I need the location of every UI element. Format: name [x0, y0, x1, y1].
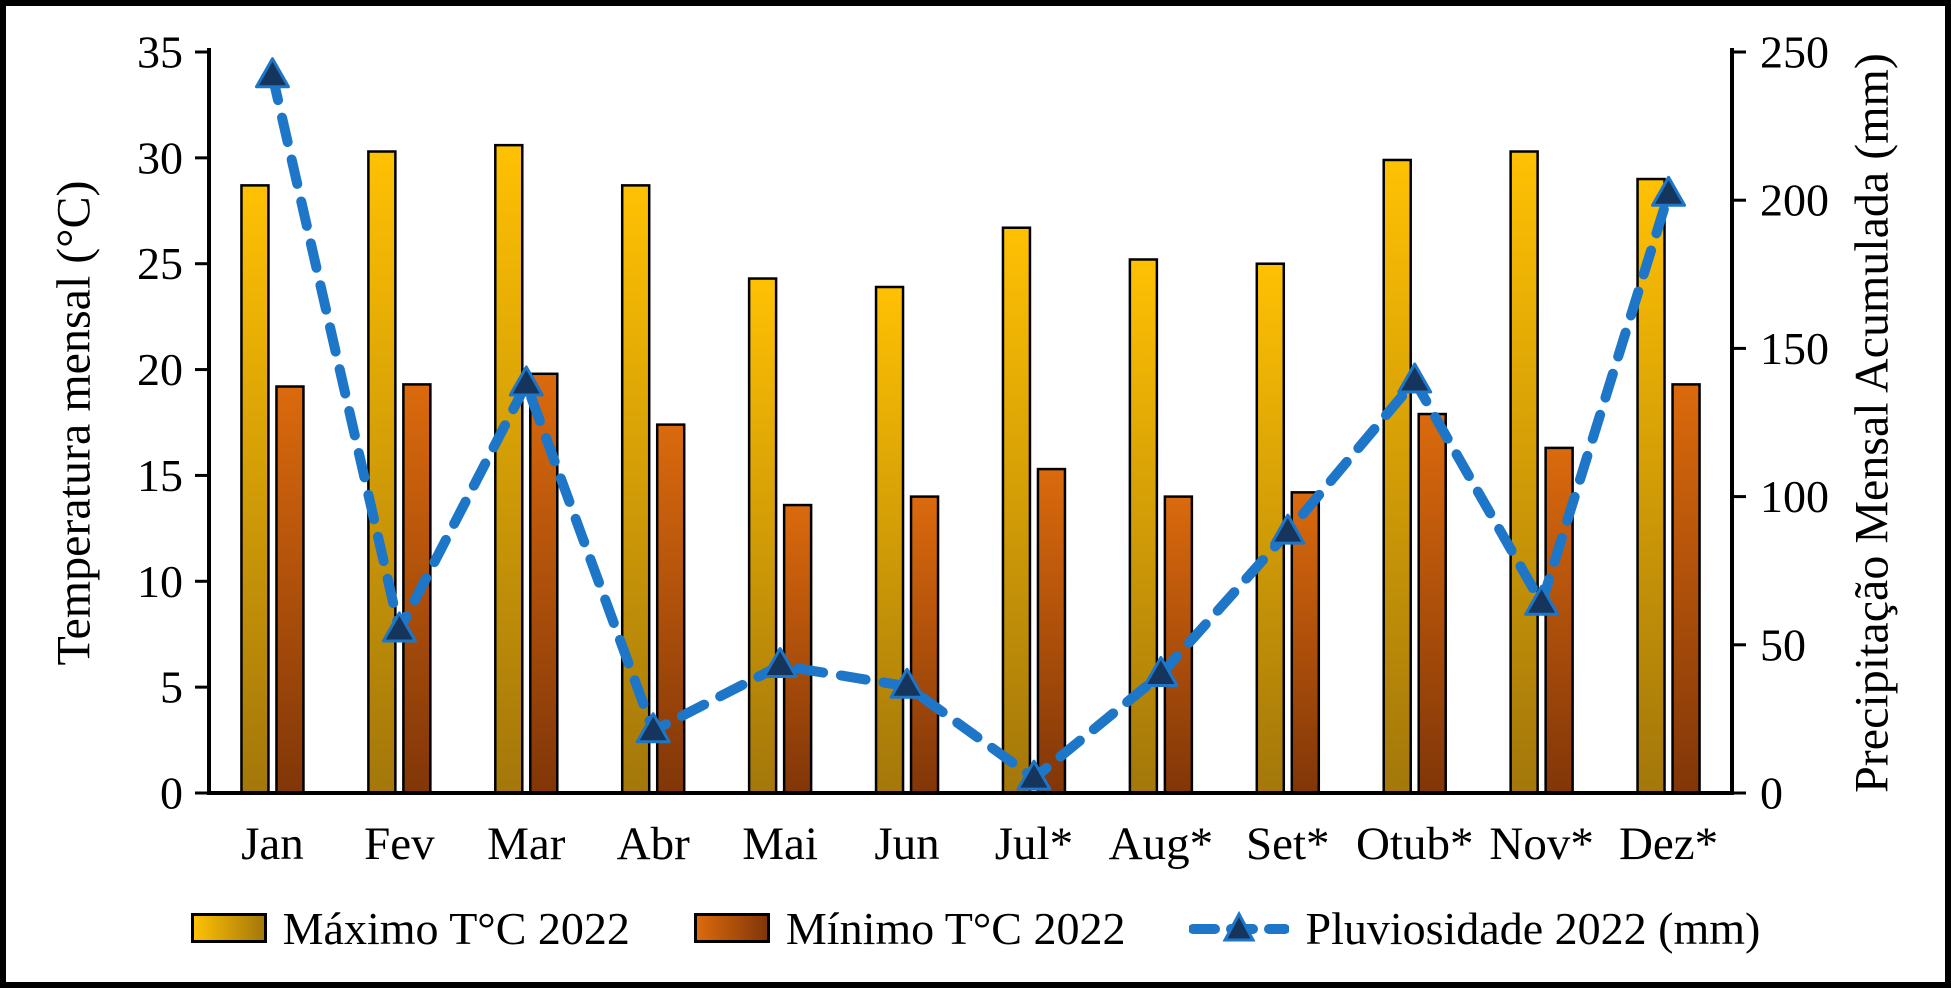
min-temp-bar	[275, 385, 305, 795]
y-tick-label-left: 20	[137, 344, 183, 395]
max-temp-bar	[747, 277, 778, 795]
y-tick-label-left: 5	[160, 662, 183, 713]
rain-marker	[1524, 584, 1560, 616]
legend-label-maximo: Máximo T°C 2022	[282, 902, 630, 954]
month-label: Nov*	[1489, 818, 1593, 870]
month-label: Jan	[241, 818, 304, 870]
rain-marker	[508, 365, 544, 397]
y-tick-label-right: 250	[1760, 27, 1829, 78]
min-temp-bar	[1417, 412, 1447, 795]
month-label: Otub*	[1356, 818, 1474, 870]
legend-item-maximo: Máximo T°C 2022	[190, 902, 630, 955]
rain-marker	[1016, 759, 1052, 791]
max-temp-bar	[1128, 258, 1159, 795]
y-tick-label-left: 25	[137, 238, 183, 289]
min-temp-bar	[1036, 467, 1067, 795]
y-tick-label-left: 35	[137, 27, 183, 78]
max-temp-bar	[367, 150, 397, 795]
y-tick-label-right: 150	[1760, 323, 1829, 374]
max-temp-bar	[874, 285, 905, 795]
max-temp-bar	[1382, 158, 1412, 795]
y-tick-label-left: 15	[137, 450, 183, 501]
left-axis-title: Temperatura mensal (°C)	[47, 180, 101, 666]
max-temp-bar	[1509, 150, 1539, 795]
rain-marker	[1397, 362, 1433, 394]
legend: Máximo T°C 2022 Mínimo T°C 2022 Pluviosi…	[6, 896, 1945, 960]
rain-marker	[254, 57, 290, 89]
month-label: Abr	[617, 818, 690, 870]
rain-marker	[1270, 513, 1306, 545]
y-tick-label-right: 100	[1760, 471, 1829, 522]
y-tick-label-left: 10	[137, 556, 183, 607]
legend-item-pluviosidade: Pluviosidade 2022 (mm)	[1189, 902, 1760, 955]
y-tick-label-right: 50	[1760, 619, 1806, 670]
max-temp-bar	[1001, 226, 1032, 795]
maximo-swatch	[190, 913, 267, 943]
legend-label-pluviosidade: Pluviosidade 2022 (mm)	[1305, 902, 1761, 954]
month-label: Mar	[487, 818, 566, 870]
month-label: Aug*	[1109, 818, 1213, 870]
month-label: Set*	[1246, 818, 1330, 870]
y-tick-label-left: 0	[160, 768, 183, 819]
y-tick-label-left: 30	[137, 132, 183, 183]
y-tick-label-right: 0	[1760, 768, 1783, 819]
min-temp-bar	[782, 503, 813, 795]
y-tick-label-right: 200	[1760, 175, 1829, 226]
rain-marker	[1651, 175, 1687, 207]
right-axis-title: Precipitação Mensal Acumulada (mm)	[1845, 53, 1899, 793]
rain-marker	[1143, 655, 1179, 687]
chart-plot: 0 5 10 15 20 25 30 35 0 50 100 150 200 250 Jan Fev Mar Ab…	[137, 27, 1829, 871]
month-label: Mai	[742, 818, 818, 870]
rain-marker	[762, 647, 798, 679]
legend-label-minimo: Mínimo T°C 2022	[785, 902, 1126, 954]
legend-item-minimo: Mínimo T°C 2022	[693, 902, 1126, 955]
min-temp-bar	[1671, 383, 1701, 795]
rain-marker	[889, 667, 925, 699]
max-temp-bar	[494, 143, 524, 795]
month-label: Fev	[364, 818, 435, 870]
rain-line	[267, 70, 1674, 784]
max-temp-bar	[240, 184, 270, 795]
minimo-swatch	[693, 913, 770, 943]
month-label: Dez*	[1619, 818, 1718, 870]
min-temp-bar	[909, 495, 940, 795]
pluviosidade-line-swatch	[1189, 910, 1290, 942]
legend-triangle-icon	[1222, 910, 1256, 942]
rain-marker	[381, 611, 417, 643]
month-label: Jun	[874, 818, 939, 870]
rain-marker	[635, 712, 671, 744]
month-label: Jul*	[995, 818, 1073, 870]
